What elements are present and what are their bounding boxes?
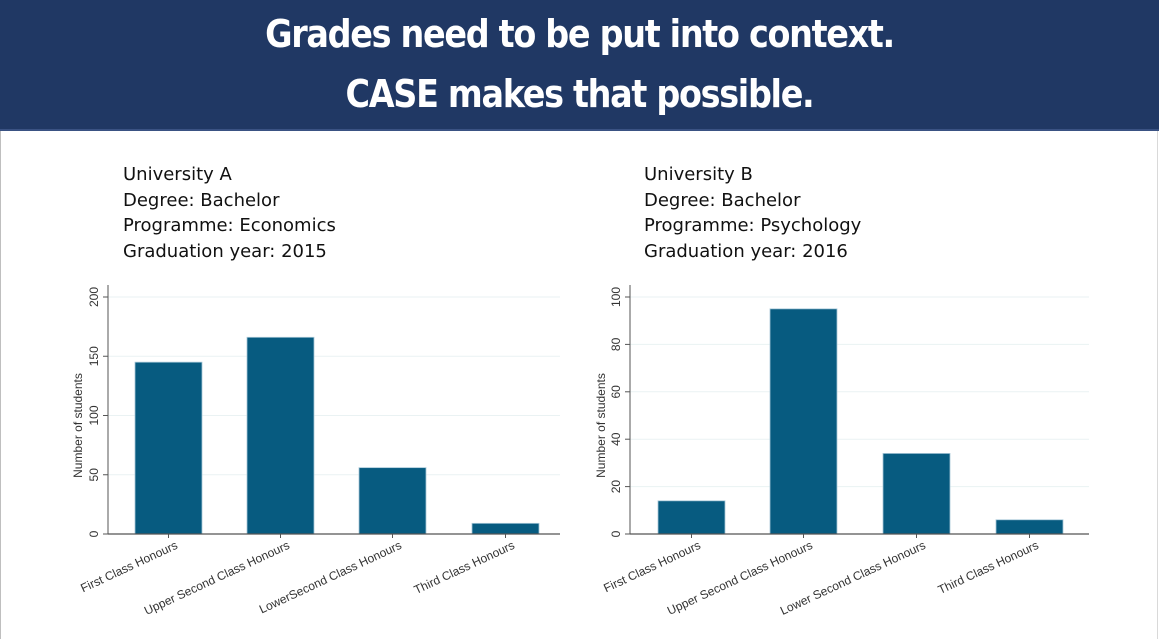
- y-tick-label: 60: [609, 385, 623, 399]
- x-category-label: Third Class Honours: [936, 538, 1041, 597]
- bar: [882, 453, 951, 535]
- y-tick-label: 0: [87, 530, 101, 537]
- x-category-label: Third Class Honours: [412, 538, 517, 597]
- y-tick-label: 40: [609, 432, 623, 446]
- university-a-info: University A Degree: Bachelor Programme:…: [123, 162, 336, 264]
- programme-label: Programme: Psychology: [644, 215, 862, 236]
- y-tick-label: 200: [87, 287, 101, 307]
- banner-subheadline: CASE makes that possible.: [345, 72, 815, 116]
- bar-chart-university-b: 0 20 40 60 80 100 Number of students First Clas…: [594, 285, 1089, 618]
- programme-label: Programme: Economics: [123, 215, 336, 236]
- x-category-label: First Class Honours: [78, 538, 179, 595]
- y-tick-label: 80: [609, 337, 623, 351]
- bar: [769, 308, 838, 535]
- y-tick-label: 150: [87, 346, 101, 366]
- y-axis-label: Number of students: [594, 373, 608, 478]
- banner-headline: Grades need to be put into context.: [265, 12, 895, 56]
- university-name: University B: [644, 164, 753, 185]
- slide-border-right: [1157, 131, 1158, 639]
- graduation-label: Graduation year: 2015: [123, 240, 327, 262]
- bar: [134, 361, 203, 535]
- bar: [657, 500, 726, 535]
- degree-label: Degree: Bachelor: [123, 189, 280, 211]
- y-axis-label: Number of students: [71, 373, 85, 478]
- bar-chart-university-a: 0 50 100 150 200 Number of students First Clas…: [71, 285, 560, 618]
- bar: [471, 522, 540, 535]
- y-tick-label: 100: [609, 287, 623, 307]
- university-name: University A: [123, 164, 232, 185]
- y-tick-label: 0: [609, 530, 623, 537]
- y-tick-label: 50: [87, 468, 101, 482]
- bar: [358, 467, 427, 535]
- bar: [246, 336, 315, 535]
- university-b-info: University B Degree: Bachelor Programme:…: [644, 162, 861, 264]
- degree-label: Degree: Bachelor: [644, 189, 801, 211]
- title-banner: Grades need to be put into context. CASE…: [0, 0, 1159, 131]
- y-tick-label: 20: [609, 480, 623, 494]
- bar: [995, 519, 1064, 535]
- graduation-label: Graduation year: 2016: [644, 240, 848, 262]
- y-tick-label: 100: [87, 405, 101, 425]
- x-category-label: First Class Honours: [601, 538, 702, 595]
- slide-border-left: [0, 131, 1, 639]
